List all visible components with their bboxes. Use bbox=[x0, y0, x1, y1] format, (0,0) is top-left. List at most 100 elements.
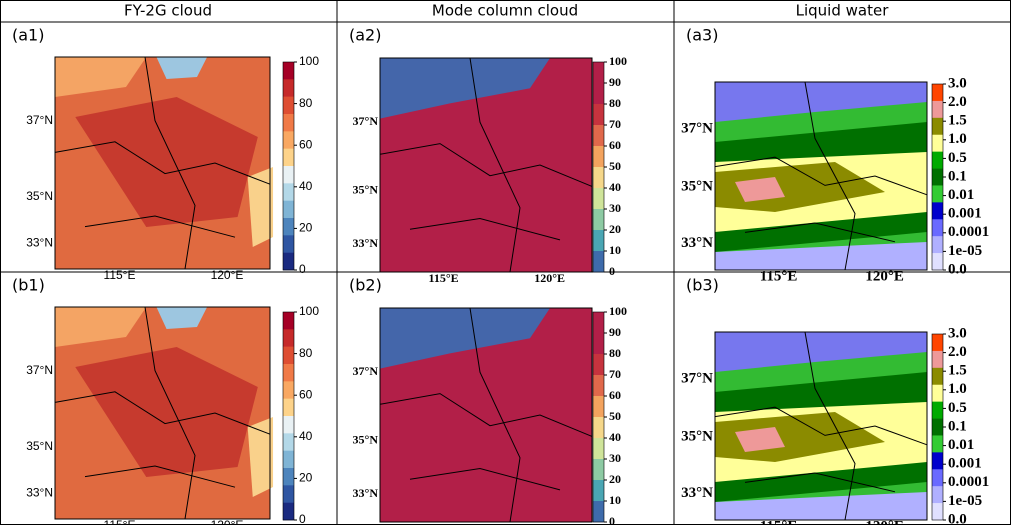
lat-label: 37°N bbox=[353, 114, 379, 128]
map bbox=[380, 58, 592, 272]
colorbar-segment bbox=[932, 452, 943, 469]
colorbar-segment bbox=[932, 503, 943, 520]
colorbar-segment bbox=[283, 218, 294, 236]
panel-label: (a2) bbox=[349, 26, 381, 45]
colorbar-label: 1.5 bbox=[948, 363, 967, 379]
lon-label: 115°E bbox=[760, 518, 798, 525]
colorbar-label: 1e-05 bbox=[948, 243, 982, 259]
colorbar-label: 2.0 bbox=[948, 94, 967, 110]
colorbar-label: 0 bbox=[299, 262, 306, 276]
colorbar-segment bbox=[932, 185, 943, 202]
colorbar-segment bbox=[283, 381, 294, 399]
colorbar-segment bbox=[283, 329, 294, 347]
colorbar-segment bbox=[932, 253, 943, 270]
colorbar-label: 80 bbox=[299, 96, 313, 110]
colorbar-segment bbox=[932, 84, 943, 101]
colorbar-label: 90 bbox=[609, 75, 621, 89]
lat-label: 35°N bbox=[681, 179, 713, 195]
colorbar-segment bbox=[932, 351, 943, 368]
colorbar-label: 0.1 bbox=[948, 418, 967, 434]
colorbar-label: 40 bbox=[299, 429, 313, 443]
lat-label: 37°N bbox=[26, 113, 53, 127]
lon-label: 120°E bbox=[865, 518, 904, 525]
colorbar-label: 40 bbox=[609, 430, 621, 444]
colorbar-label: 0.0 bbox=[948, 511, 967, 525]
colorbar-label: 50 bbox=[609, 159, 621, 173]
colorbar-segment bbox=[593, 188, 604, 209]
colorbar-segment bbox=[283, 399, 294, 417]
lon-label: 120°E bbox=[865, 268, 904, 284]
colorbar-label: 1.0 bbox=[948, 131, 967, 147]
colorbar-label: 20 bbox=[609, 222, 621, 236]
colorbar-segment bbox=[932, 334, 943, 351]
colorbar-segment bbox=[593, 417, 604, 438]
colorbar-segment bbox=[593, 312, 604, 333]
colorbar-label: 90 bbox=[609, 325, 621, 339]
colorbar-segment bbox=[283, 201, 294, 219]
lat-label: 35°N bbox=[26, 189, 53, 203]
colorbar-segment bbox=[283, 503, 294, 521]
colorbar-segment bbox=[932, 435, 943, 452]
colorbar-label: 50 bbox=[609, 409, 621, 423]
colorbar-segment bbox=[932, 486, 943, 503]
colorbar-label: 30 bbox=[609, 451, 621, 465]
lat-label: 37°N bbox=[681, 370, 713, 386]
column-header: FY-2G cloud bbox=[124, 2, 212, 20]
colorbar-label: 0 bbox=[299, 512, 306, 525]
colorbar-segment bbox=[593, 480, 604, 501]
colorbar-label: 3.0 bbox=[948, 75, 967, 91]
colorbar-label: 70 bbox=[609, 367, 621, 381]
colorbar-segment bbox=[593, 438, 604, 459]
colorbar-segment bbox=[283, 62, 294, 80]
colorbar-segment bbox=[283, 183, 294, 201]
map bbox=[715, 82, 927, 270]
colorbar-segment bbox=[593, 125, 604, 146]
map bbox=[55, 57, 273, 269]
colorbar-segment bbox=[593, 167, 604, 188]
lon-label: 120°E bbox=[211, 268, 244, 282]
lat-label: 33°N bbox=[26, 486, 53, 500]
colorbar-segment bbox=[932, 152, 943, 169]
lon-label: 115°E bbox=[104, 268, 136, 282]
colorbar-segment bbox=[283, 468, 294, 486]
colorbar-label: 80 bbox=[609, 96, 621, 110]
colorbar-label: 0 bbox=[609, 514, 615, 525]
colorbar-segment bbox=[932, 202, 943, 219]
colorbar-label: 60 bbox=[299, 137, 313, 151]
colorbar-label: 30 bbox=[609, 201, 621, 215]
colorbar-segment bbox=[283, 235, 294, 253]
lat-label: 33°N bbox=[681, 485, 713, 501]
colorbar-label: 0.5 bbox=[948, 150, 967, 166]
colorbar-segment bbox=[593, 251, 604, 272]
colorbar-segment bbox=[283, 97, 294, 115]
colorbar-label: 100 bbox=[609, 304, 627, 318]
colorbar-label: 20 bbox=[609, 472, 621, 486]
colorbar-label: 0.01 bbox=[948, 437, 974, 453]
colorbar-label: 20 bbox=[299, 221, 313, 235]
colorbar-label: 70 bbox=[609, 117, 621, 131]
lon-label: 120°E bbox=[211, 518, 244, 525]
colorbar-label: 10 bbox=[609, 243, 621, 257]
colorbar-segment bbox=[932, 135, 943, 152]
colorbar-segment bbox=[593, 501, 604, 522]
colorbar-segment bbox=[593, 83, 604, 104]
colorbar-label: 0.0001 bbox=[948, 224, 989, 240]
lon-label: 115°E bbox=[104, 518, 136, 525]
lat-label: 33°N bbox=[353, 486, 379, 500]
colorbar-label: 60 bbox=[609, 138, 621, 152]
colorbar-segment bbox=[932, 219, 943, 236]
colorbar-label: 1e-05 bbox=[948, 493, 982, 509]
colorbar-segment bbox=[283, 114, 294, 132]
column-header: Liquid water bbox=[796, 2, 890, 20]
lat-label: 35°N bbox=[681, 429, 713, 445]
lat-label: 35°N bbox=[353, 432, 379, 446]
colorbar-label: 100 bbox=[609, 54, 627, 68]
colorbar-label: 0.001 bbox=[948, 206, 982, 222]
colorbar-segment bbox=[283, 79, 294, 97]
colorbar-segment bbox=[593, 146, 604, 167]
colorbar-segment bbox=[283, 416, 294, 434]
colorbar-segment bbox=[593, 333, 604, 354]
colorbar-label: 100 bbox=[299, 304, 319, 318]
colorbar-label: 40 bbox=[609, 180, 621, 194]
lon-label: 115°E bbox=[760, 268, 798, 284]
